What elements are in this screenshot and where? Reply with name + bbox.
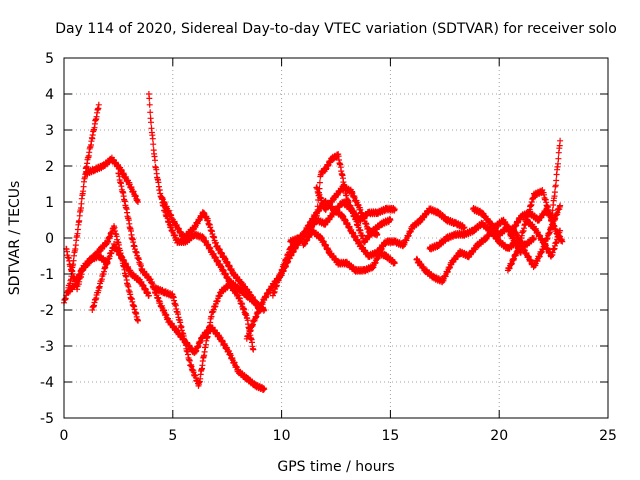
data-series: [61, 91, 566, 393]
series-markers: [300, 227, 385, 275]
y-tick-label: -5: [40, 411, 54, 427]
y-tick-label: 1: [45, 195, 54, 211]
y-axis-label: SDTVAR / TECUs: [7, 181, 23, 296]
series-track-2: [82, 154, 141, 205]
y-tick-label: -2: [40, 303, 54, 319]
axis-ticks: -5 -4 -3 -2 -1 0 1 2 3 4 5 0 5 10 15 20 25: [40, 51, 617, 444]
y-tick-label: 5: [45, 51, 54, 67]
y-tick-label: 3: [45, 123, 54, 139]
series-markers: [313, 183, 381, 239]
series-track-14: [313, 183, 381, 239]
series-track-21: [522, 216, 564, 260]
series-track-9: [158, 194, 263, 313]
series-markers: [158, 194, 263, 313]
x-tick-label: 5: [168, 428, 177, 444]
chart-title: Day 114 of 2020, Sidereal Day-to-day VTE…: [55, 21, 617, 37]
y-tick-label: -4: [40, 375, 54, 391]
series-markers: [374, 205, 468, 256]
y-tick-label: -1: [40, 267, 54, 283]
series-track-15: [374, 205, 468, 256]
series-markers: [82, 154, 141, 205]
y-tick-label: 0: [45, 231, 54, 247]
series-track-13: [300, 227, 385, 275]
y-tick-label: 4: [45, 87, 54, 103]
x-tick-label: 0: [60, 428, 69, 444]
grid-lines: [64, 58, 608, 418]
series-markers: [89, 241, 152, 313]
y-tick-label: -3: [40, 339, 54, 355]
x-tick-label: 25: [599, 428, 617, 444]
series-markers: [152, 280, 257, 389]
series-markers: [287, 151, 394, 246]
y-tick-label: 2: [45, 159, 54, 175]
series-track-12: [287, 151, 394, 246]
x-axis-label: GPS time / hours: [277, 459, 394, 475]
series-track-8: [152, 280, 257, 389]
x-tick-label: 20: [490, 428, 508, 444]
x-tick-label: 15: [381, 428, 399, 444]
series-markers: [522, 216, 564, 260]
series-track-5: [89, 241, 152, 313]
x-tick-label: 10: [273, 428, 291, 444]
